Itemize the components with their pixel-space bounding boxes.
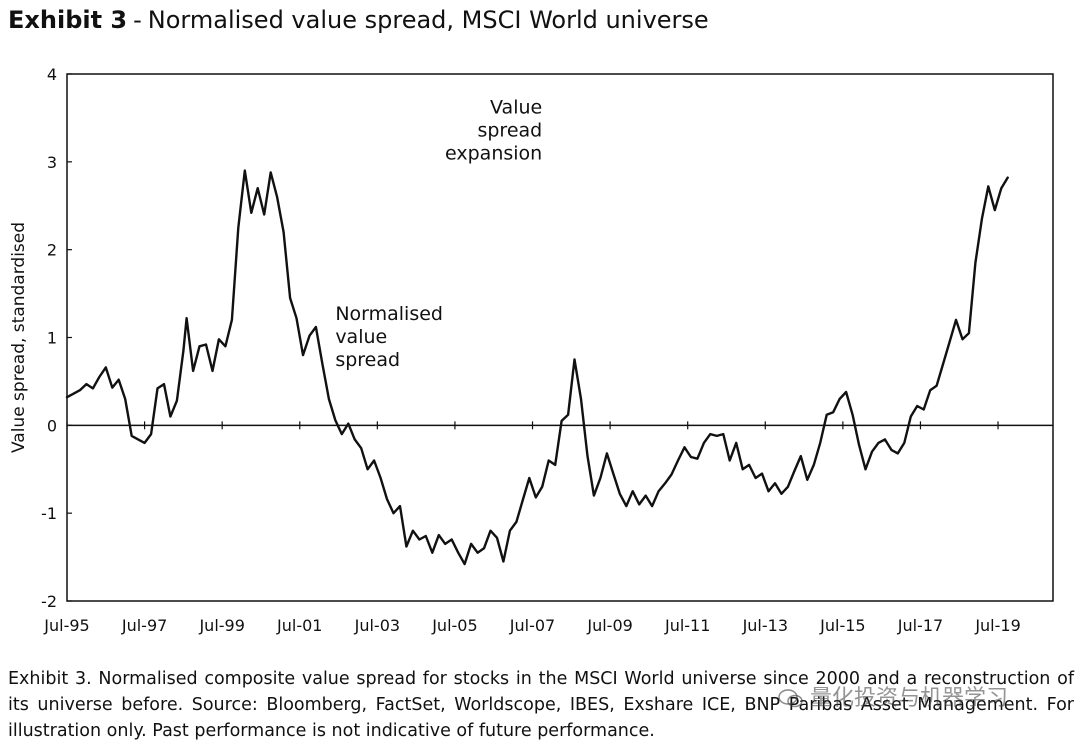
x-tick-label: Jul-17: [897, 616, 943, 635]
x-tick-label: Jul-07: [509, 616, 555, 635]
x-tick-label: Jul-15: [819, 616, 865, 635]
x-tick-label: Jul-03: [354, 616, 400, 635]
y-tick-label: 4: [47, 65, 57, 84]
chart-annotations: Value spread expansion Normalised value sprea…: [335, 97, 542, 371]
y-tick-labels: 4 3 2 1 0 -1 -2: [41, 65, 57, 611]
x-tick-label: Jul-97: [121, 616, 167, 635]
x-tick-label: Jul-05: [431, 616, 477, 635]
x-tick-label: Jul-13: [742, 616, 788, 635]
annotation-1: Normalised value spread: [335, 303, 443, 371]
y-tick-label: 3: [47, 153, 57, 172]
y-tick-label: -1: [41, 504, 57, 523]
y-tick-label: 0: [47, 416, 57, 435]
y-tick-label: 1: [47, 329, 57, 348]
watermark-text: 量化投资与机器学习: [810, 686, 1009, 711]
plot-frame: [66, 73, 1054, 602]
chat-bubble-icon: [778, 689, 803, 708]
exhibit-label: Exhibit 3: [8, 6, 128, 34]
annotation-0: Value spread expansion: [445, 97, 542, 165]
x-tick-label: Jul-99: [198, 616, 244, 635]
y-tick-label: 2: [47, 241, 57, 260]
x-tick-labels: Jul-95 Jul-97 Jul-99 Jul-01 Jul-03 Jul-05 Jul-…: [43, 616, 1020, 635]
watermark: 量化投资与机器学习: [778, 680, 1008, 712]
chart-axes: [66, 73, 1054, 602]
y-tick-label: -2: [41, 592, 57, 611]
exhibit-caption: Exhibit 3. Normalised composite value sp…: [8, 669, 1074, 741]
y-axis-label: Value spread, standardised: [9, 222, 29, 453]
x-tick-label: Jul-09: [586, 616, 632, 635]
x-tick-label: Jul-19: [974, 616, 1020, 635]
value-spread-chart: 4 3 2 1 0 -1 -2 Jul-95 Jul-97 Jul-99 Jul-01 Jul-03…: [9, 65, 1054, 635]
x-tick-label: Jul-11: [664, 616, 710, 635]
title-text: Normalised value spread, MSCI World univ…: [147, 6, 709, 34]
x-tick-label: Jul-95: [43, 616, 89, 635]
exhibit-title: Exhibit 3- Normalised value spread, MSCI …: [8, 6, 709, 34]
title-separator: -: [133, 6, 142, 34]
x-tick-label: Jul-01: [276, 616, 322, 635]
series-line-value-spread: [65, 169, 1009, 566]
